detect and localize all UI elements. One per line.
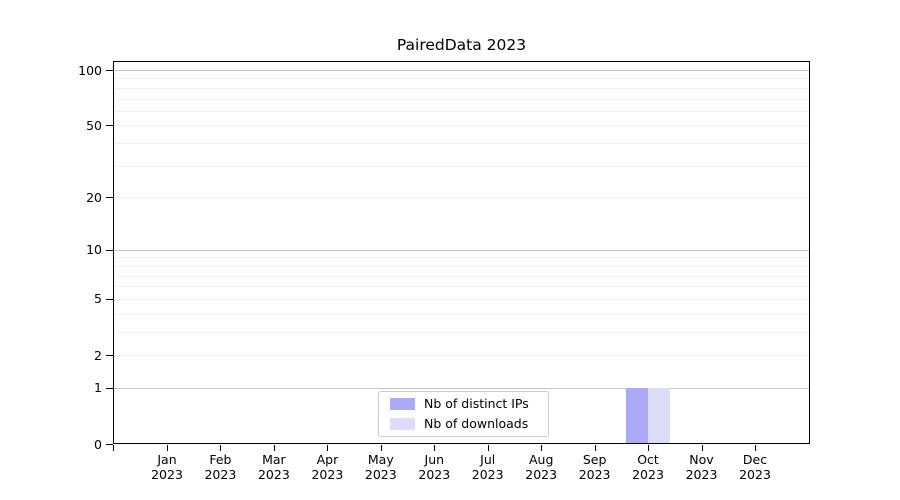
y-tick xyxy=(106,387,113,389)
x-tick-month: Mar xyxy=(262,452,286,467)
x-tick-label: Nov 2023 xyxy=(670,452,734,482)
gridline-minor xyxy=(114,286,809,288)
gridline-minor xyxy=(114,78,809,80)
x-tick-year: 2023 xyxy=(739,467,771,482)
y-tick-label: 5 xyxy=(94,291,102,307)
chart-title: PairedData 2023 xyxy=(396,36,527,54)
x-tick-month: May xyxy=(367,452,394,467)
x-tick-month: Jul xyxy=(480,452,496,467)
gridline-minor xyxy=(114,275,809,277)
x-tick-label: Mar 2023 xyxy=(242,452,306,482)
gridline-minor xyxy=(114,125,809,127)
bar-nb-of-distinct-ips-oct xyxy=(626,387,648,444)
bar-nb-of-downloads-oct xyxy=(648,387,670,444)
x-tick xyxy=(220,445,222,451)
gridline-minor xyxy=(114,165,809,167)
y-tick-label: 100 xyxy=(78,62,102,78)
y-tick xyxy=(106,70,113,71)
y-tick xyxy=(106,249,113,251)
x-tick-year: 2023 xyxy=(257,467,290,482)
x-tick-year: 2023 xyxy=(418,467,451,482)
x-tick-month: Apr xyxy=(316,452,339,467)
x-axis-edge-tick xyxy=(113,445,114,451)
x-tick-year: 2023 xyxy=(632,467,664,482)
legend-swatch-icon xyxy=(390,398,415,410)
x-tick-year: 2023 xyxy=(204,467,237,482)
y-tick-label: 1 xyxy=(94,380,102,396)
y-tick xyxy=(106,125,113,127)
legend-swatch-icon xyxy=(390,418,415,430)
x-tick-label: Apr 2023 xyxy=(295,452,359,482)
plot-area-border xyxy=(113,61,810,444)
x-tick xyxy=(755,445,756,451)
x-tick-month: Aug xyxy=(528,452,554,467)
legend-item: Nb of downloads xyxy=(390,416,540,432)
x-tick-label: Jul 2023 xyxy=(456,452,520,482)
y-tick xyxy=(106,355,113,356)
y-tick-label: 10 xyxy=(86,242,102,258)
gridline-minor xyxy=(114,87,809,89)
legend-item: Nb of distinct IPs xyxy=(390,396,540,412)
y-tick-label: 2 xyxy=(94,347,102,363)
gridline-minor xyxy=(114,265,809,267)
x-tick xyxy=(541,445,543,451)
gridline-minor xyxy=(114,143,809,144)
x-tick-month: Sep xyxy=(582,452,607,467)
x-tick xyxy=(487,445,489,451)
gridline-minor xyxy=(114,257,809,259)
x-tick-label: Dec 2023 xyxy=(723,452,787,482)
y-tick-label: 20 xyxy=(86,189,102,205)
gridline-minor xyxy=(114,313,809,315)
x-tick-month: Feb xyxy=(209,452,232,467)
gridline-major xyxy=(114,387,809,389)
x-tick-year: 2023 xyxy=(311,467,344,482)
gridline-major xyxy=(114,249,809,251)
x-tick-label: Oct 2023 xyxy=(616,452,680,482)
x-tick xyxy=(701,445,703,451)
legend: Nb of distinct IPs Nb of downloads xyxy=(378,391,549,437)
x-tick-year: 2023 xyxy=(525,467,558,482)
legend-label: Nb of downloads xyxy=(424,416,529,431)
gridline-minor xyxy=(114,110,809,112)
x-tick xyxy=(648,445,649,451)
gridline-minor xyxy=(114,355,809,356)
x-tick-month: Dec xyxy=(742,452,768,467)
x-tick xyxy=(434,445,436,451)
x-tick-year: 2023 xyxy=(578,467,611,482)
x-tick xyxy=(594,445,596,451)
y-tick xyxy=(106,444,113,445)
gridline-major xyxy=(114,70,809,71)
x-tick-year: 2023 xyxy=(151,467,183,482)
x-tick xyxy=(167,445,168,451)
gridline-minor xyxy=(114,197,809,199)
x-tick xyxy=(273,445,275,451)
gridline-minor xyxy=(114,298,809,300)
gridline-minor xyxy=(114,331,809,333)
y-tick xyxy=(106,197,113,199)
x-tick-year: 2023 xyxy=(364,467,397,482)
x-tick-label: Jun 2023 xyxy=(402,452,466,482)
x-tick xyxy=(380,445,382,451)
y-tick-label: 50 xyxy=(86,117,102,133)
x-tick-label: Sep 2023 xyxy=(563,452,627,482)
x-tick-month: Nov xyxy=(689,452,714,467)
x-tick-year: 2023 xyxy=(685,467,718,482)
y-tick-label: 0 xyxy=(94,436,102,452)
x-tick-month: Jun xyxy=(424,452,445,467)
x-tick-label: May 2023 xyxy=(349,452,413,482)
gridline-minor xyxy=(114,98,809,100)
x-tick-month: Jan xyxy=(157,452,177,467)
y-tick xyxy=(106,298,113,300)
legend-label: Nb of distinct IPs xyxy=(424,396,529,411)
x-tick-label: Jan 2023 xyxy=(135,452,199,482)
x-tick-month: Oct xyxy=(637,452,659,467)
x-tick-label: Aug 2023 xyxy=(509,452,573,482)
x-tick-label: Feb 2023 xyxy=(188,452,252,482)
x-tick-year: 2023 xyxy=(471,467,504,482)
x-tick xyxy=(327,445,329,451)
